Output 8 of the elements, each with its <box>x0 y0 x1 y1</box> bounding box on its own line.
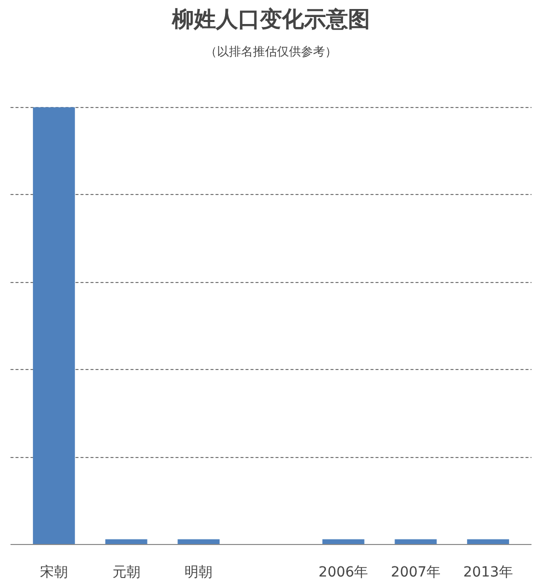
x-tick-label: 2007年 <box>390 564 441 580</box>
x-tick-label: 宋朝 <box>40 564 68 580</box>
chart-title: 柳姓人口变化示意图 <box>171 6 370 32</box>
chart-subtitle: （以排名推估仅供参考） <box>205 44 337 58</box>
x-tick-label: 2013年 <box>463 564 513 580</box>
x-tick-label: 2006年 <box>318 564 368 580</box>
x-tick-label: 明朝 <box>184 564 213 580</box>
x-tick-label: 元朝 <box>112 564 140 580</box>
